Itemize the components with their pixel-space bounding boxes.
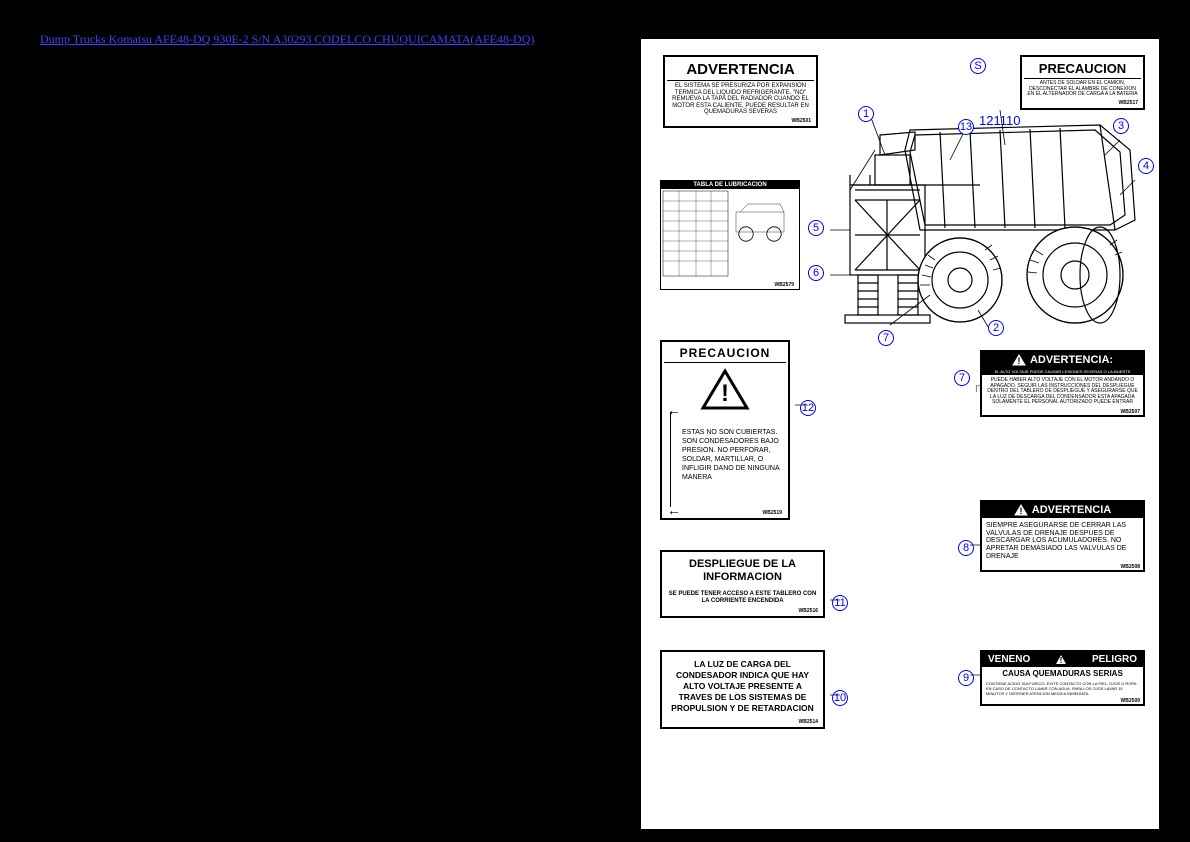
warning-text: SE PUEDE TENER ACCESO A ESTE TABLERO CON… (664, 588, 821, 607)
svg-text:!: ! (721, 380, 729, 407)
callout-group: 121110 (979, 113, 1020, 128)
warning-advertencia-1: ADVERTENCIA EL SISTEMA SE PRESURIZA POR … (663, 55, 818, 128)
callout-11: 11 (832, 595, 848, 611)
callout-5: 5 (808, 220, 824, 236)
page-header-bar (641, 21, 1159, 39)
warning-title: PRECAUCION (664, 344, 786, 363)
warning-code: WB2501 (667, 118, 814, 124)
callout-2: 2 (988, 320, 1004, 336)
callout-9: 9 (958, 670, 974, 686)
lube-code: WB2579 (775, 282, 797, 288)
warning-code: WB2514 (664, 719, 821, 725)
product-link[interactable]: Dump Trucks Komatsu AFE48-DQ 930E-2 S/N … (40, 32, 534, 46)
warning-text: EL SISTEMA SE PRESURIZA POR EXPANSION TE… (667, 81, 814, 118)
warning-advertencia-3: ! ADVERTENCIA SIEMPRE ASEGURARSE DE CERR… (980, 500, 1145, 572)
warning-precaucion-2: PRECAUCION ! ← ← ESTAS NO SON CUBIERTAS.… (660, 340, 790, 520)
warning-text: ESTAS NO SON CUBIERTAS. SON CONDESADORES… (664, 423, 786, 485)
title-text: ADVERTENCIA: (1030, 354, 1113, 366)
callout-10: 10 (832, 690, 848, 706)
warning-title: ADVERTENCIA (667, 59, 814, 81)
subtitle: CAUSA QUEMADURAS SERIAS (982, 667, 1143, 680)
left-text-panel: Dump Trucks Komatsu AFE48-DQ 930E-2 S/N … (40, 30, 600, 440)
callout-6: 6 (808, 265, 824, 281)
title2: PELIGRO (1092, 654, 1137, 665)
callout-s: S (970, 58, 986, 74)
warning-code: WB2509 (982, 698, 1143, 704)
triangle-icon: ! (664, 363, 786, 423)
warning-code: WB2519 (763, 510, 785, 516)
truck-illustration (820, 100, 1150, 330)
warning-text: LA LUZ DE CARGA DEL CONDESADOR INDICA QU… (664, 654, 821, 719)
callout-13: 13 (958, 119, 974, 135)
warning-title: ! ADVERTENCIA: (982, 352, 1143, 368)
warning-advertencia-2: ! ADVERTENCIA: EL ALTO VOLTAJE PUEDE CAU… (980, 350, 1145, 417)
warning-title: DESPLIEGUE DE LA INFORMACION (664, 554, 821, 588)
warning-luz-carga: LA LUZ DE CARGA DEL CONDESADOR INDICA QU… (660, 650, 825, 729)
warning-despliegue: DESPLIEGUE DE LA INFORMACION SE PUEDE TE… (660, 550, 825, 618)
arrow-icon: ← (667, 502, 681, 518)
warning-code: WB2508 (982, 564, 1143, 570)
warning-veneno: VENENO ! PELIGRO CAUSA QUEMADURAS SERIAS… (980, 650, 1145, 706)
warning-code: WB2516 (664, 608, 821, 614)
warning-text: CONTIENE ACIDO SULFURICO. EVITE CONTACTO… (982, 680, 1143, 698)
title1: VENENO (988, 654, 1030, 665)
warning-text: PUEDE HABER ALTO VOLTAJE CON EL MOTOR AN… (982, 375, 1143, 409)
warning-title: ! ADVERTENCIA (982, 502, 1143, 518)
lube-table-content (661, 189, 801, 284)
callout-4: 4 (1138, 158, 1154, 174)
svg-text:!: ! (1019, 506, 1022, 516)
callout-1: 1 (858, 106, 874, 122)
callout-12: 12 (800, 400, 816, 416)
svg-text:!: ! (1017, 356, 1020, 366)
callout-7: 7 (878, 330, 894, 346)
lubrication-table: TABLA DE LUBRICACION WB2579 (660, 180, 800, 290)
lube-title: TABLA DE LUBRICACION (661, 181, 799, 189)
warning-title: PRECAUCION (1024, 59, 1141, 79)
callout-7b: 7 (954, 370, 970, 386)
warning-text: SIEMPRE ASEGURARSE DE CERRAR LAS VALVULA… (982, 518, 1143, 564)
warning-text: ANTES DE SOLDAR EN EL CAMION, DESCONECTA… (1024, 79, 1141, 100)
arrow-stem (670, 412, 671, 507)
subtitle: EL ALTO VOLTAJE PUEDE CAUSAR LESIONES SE… (982, 368, 1143, 375)
callout-3: 3 (1113, 118, 1129, 134)
warning-code: WB2507 (982, 409, 1143, 415)
svg-text:!: ! (1060, 656, 1063, 665)
title-text: ADVERTENCIA (1032, 504, 1111, 516)
warning-title: VENENO ! PELIGRO (982, 652, 1143, 667)
callout-8: 8 (958, 540, 974, 556)
